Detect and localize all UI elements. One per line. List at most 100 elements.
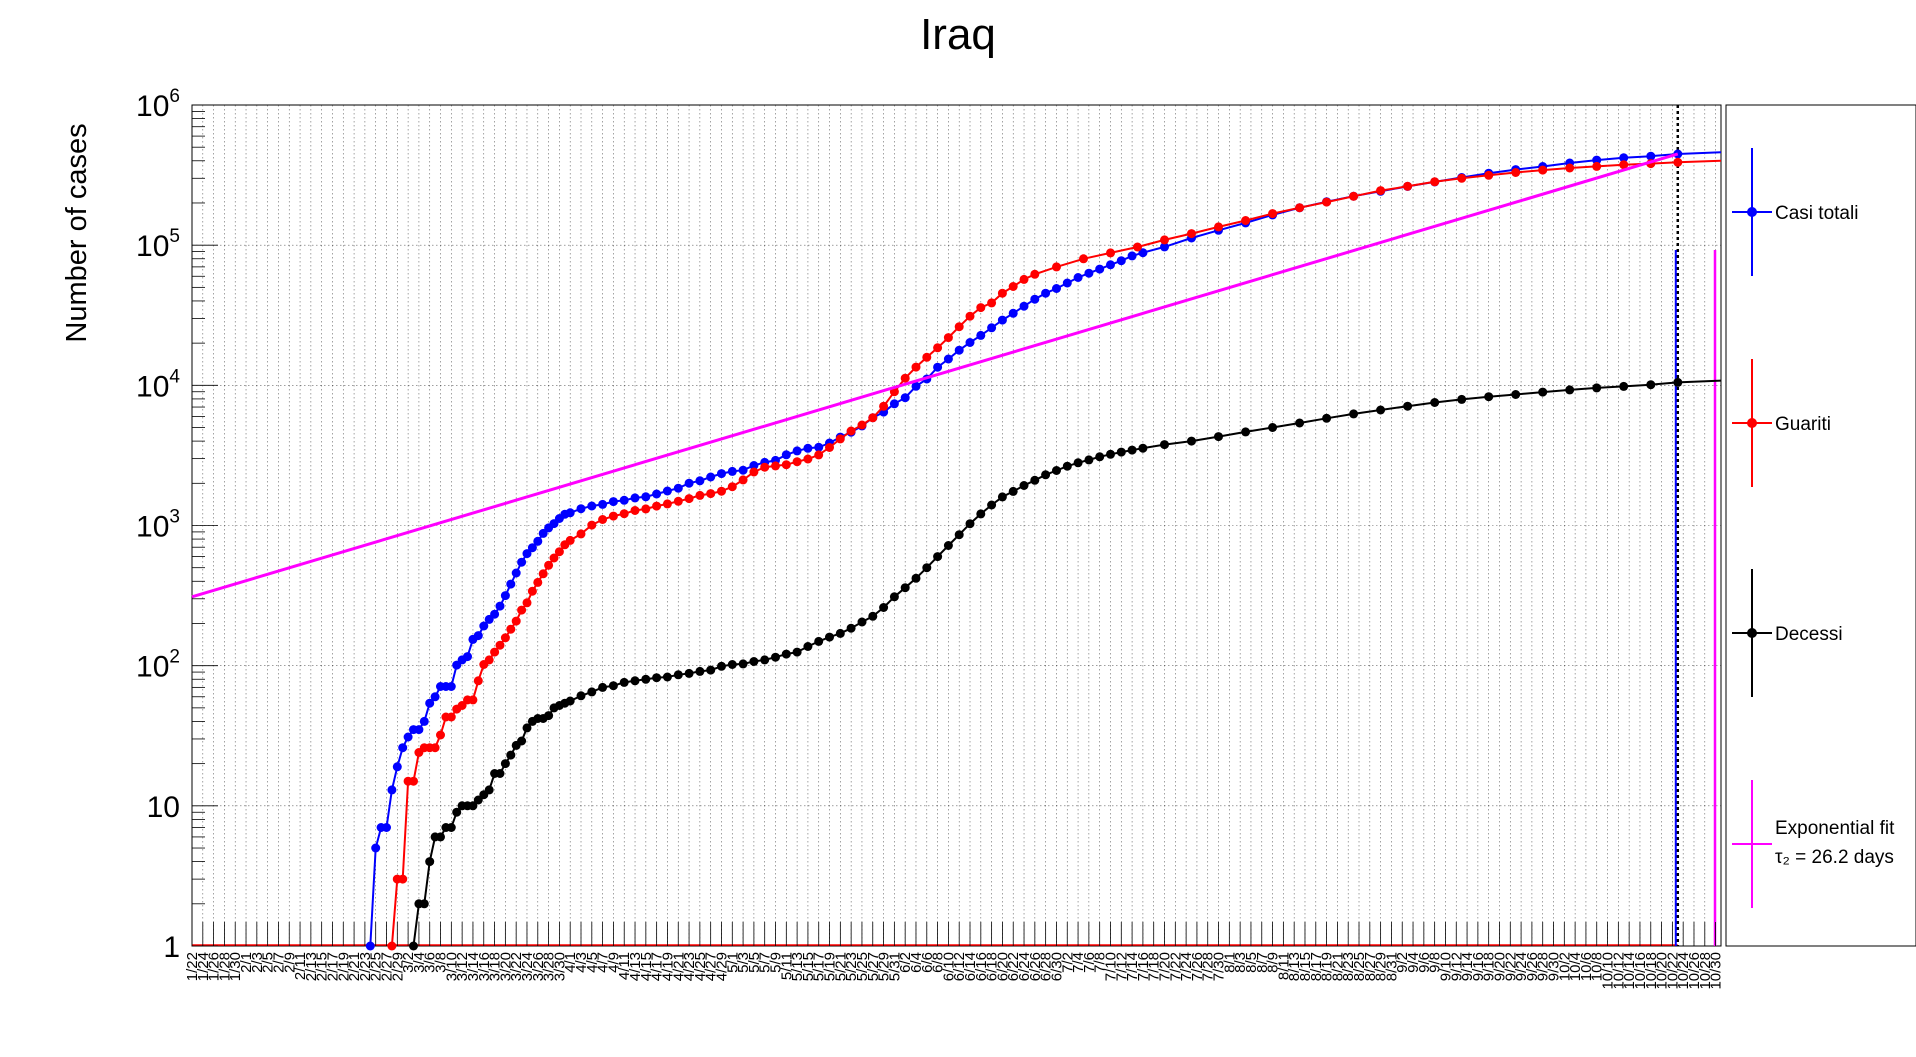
data-point bbox=[857, 420, 867, 430]
x-tick-label: 8/3 bbox=[1232, 952, 1249, 973]
data-point bbox=[662, 499, 672, 509]
x-tick-label: 9/22 bbox=[1502, 952, 1519, 981]
data-point bbox=[673, 496, 683, 506]
x-tick-label: 5/13 bbox=[789, 952, 806, 981]
data-point bbox=[463, 652, 472, 662]
x-tick-label: 4/21 bbox=[670, 952, 687, 981]
legend-box bbox=[1725, 104, 1916, 947]
data-point bbox=[943, 354, 953, 364]
x-tick-label: 2/29 bbox=[389, 952, 406, 981]
y-tick-label: 105 bbox=[136, 226, 180, 263]
data-point bbox=[430, 743, 440, 753]
x-tick-label: 2/21 bbox=[346, 952, 363, 981]
data-point bbox=[1484, 170, 1494, 180]
x-tick-label: 3/26 bbox=[530, 952, 547, 981]
x-tick-label: 7/20 bbox=[1157, 952, 1174, 981]
x-tick-label: 4/7 bbox=[595, 952, 612, 973]
data-point bbox=[554, 547, 564, 557]
data-point bbox=[473, 676, 483, 686]
x-tick-label: 2/7 bbox=[270, 952, 287, 973]
data-point bbox=[738, 465, 748, 475]
x-tick-label: 8/19 bbox=[1319, 952, 1336, 981]
series-guariti bbox=[387, 157, 1722, 951]
data-point bbox=[695, 490, 705, 500]
data-point bbox=[1127, 445, 1137, 455]
data-point bbox=[943, 541, 953, 550]
data-point bbox=[468, 695, 478, 705]
data-point bbox=[1116, 447, 1126, 457]
data-point bbox=[500, 591, 510, 601]
data-point bbox=[965, 519, 975, 529]
data-point bbox=[662, 486, 672, 496]
data-point bbox=[1565, 385, 1575, 395]
data-point bbox=[965, 338, 975, 347]
x-tick-label: 6/22 bbox=[1005, 952, 1022, 981]
data-point bbox=[673, 670, 683, 680]
x-tick-label: 10/20 bbox=[1654, 952, 1671, 990]
x-tick-label: 4/9 bbox=[605, 952, 622, 973]
data-point bbox=[446, 682, 456, 691]
y-tick-label: 10 bbox=[147, 791, 180, 824]
data-point bbox=[760, 655, 770, 665]
data-point bbox=[997, 315, 1007, 325]
x-tick-label: 9/26 bbox=[1524, 952, 1541, 981]
x-tick-label: 10/8 bbox=[1589, 952, 1606, 981]
data-point bbox=[814, 450, 824, 460]
y-tick-label: 103 bbox=[136, 507, 180, 544]
data-point bbox=[1127, 251, 1137, 261]
data-point bbox=[565, 696, 575, 706]
legend-label: Guariti bbox=[1775, 414, 1831, 435]
data-point bbox=[1106, 248, 1115, 258]
data-point bbox=[889, 399, 899, 409]
data-point bbox=[749, 657, 759, 666]
data-point bbox=[576, 529, 586, 539]
data-point bbox=[738, 475, 748, 485]
data-point bbox=[846, 623, 856, 633]
data-point bbox=[1030, 269, 1040, 279]
x-tick-label: 6/16 bbox=[973, 952, 990, 981]
data-point bbox=[446, 712, 456, 722]
data-point bbox=[1062, 461, 1072, 471]
data-point bbox=[771, 461, 780, 471]
data-point bbox=[1138, 248, 1148, 258]
x-tick-label: 2/19 bbox=[335, 952, 352, 981]
x-tick-label: 3/30 bbox=[551, 952, 568, 981]
x-tick-label: 8/11 bbox=[1275, 952, 1292, 980]
data-point bbox=[495, 769, 505, 778]
data-point bbox=[1538, 165, 1548, 175]
x-tick-label: 5/11 bbox=[778, 952, 795, 980]
x-tick-label: 8/5 bbox=[1243, 952, 1260, 973]
data-point bbox=[392, 762, 402, 772]
x-tick-label: 9/18 bbox=[1481, 952, 1498, 981]
data-point bbox=[1646, 380, 1656, 390]
x-tick-label: 7/6 bbox=[1081, 952, 1098, 973]
data-point bbox=[409, 941, 418, 951]
x-tick-label: 8/1 bbox=[1221, 952, 1238, 973]
data-point bbox=[598, 515, 608, 524]
data-point bbox=[1241, 427, 1251, 437]
x-tick-label: 8/13 bbox=[1286, 952, 1303, 981]
x-tick-label: 8/15 bbox=[1297, 952, 1314, 981]
data-point bbox=[1084, 455, 1094, 465]
data-point bbox=[727, 482, 737, 492]
x-tick-label: 2/9 bbox=[281, 952, 298, 973]
data-point bbox=[1019, 274, 1029, 284]
data-point bbox=[1019, 481, 1029, 490]
axes: 1101021031041051061/221/241/261/281/302/… bbox=[136, 86, 1725, 990]
chart-title: Iraq bbox=[920, 10, 996, 59]
x-tick-label: 6/8 bbox=[930, 952, 947, 973]
x-tick-label: 10/24 bbox=[1675, 952, 1692, 990]
x-tick-label: 10/4 bbox=[1567, 952, 1584, 981]
x-tick-label: 7/16 bbox=[1135, 952, 1152, 981]
data-point bbox=[727, 466, 737, 476]
data-point bbox=[771, 652, 780, 662]
x-tick-label: 9/28 bbox=[1535, 952, 1552, 981]
data-point bbox=[835, 434, 845, 444]
x-tick-label: 3/22 bbox=[508, 952, 525, 981]
x-tick-label: 9/10 bbox=[1437, 952, 1454, 981]
x-tick-label: 9/12 bbox=[1448, 952, 1465, 981]
y-tick-label: 102 bbox=[136, 647, 180, 684]
x-tick-label: 9/2 bbox=[1394, 952, 1411, 973]
data-point bbox=[695, 666, 705, 676]
data-point bbox=[398, 874, 408, 884]
